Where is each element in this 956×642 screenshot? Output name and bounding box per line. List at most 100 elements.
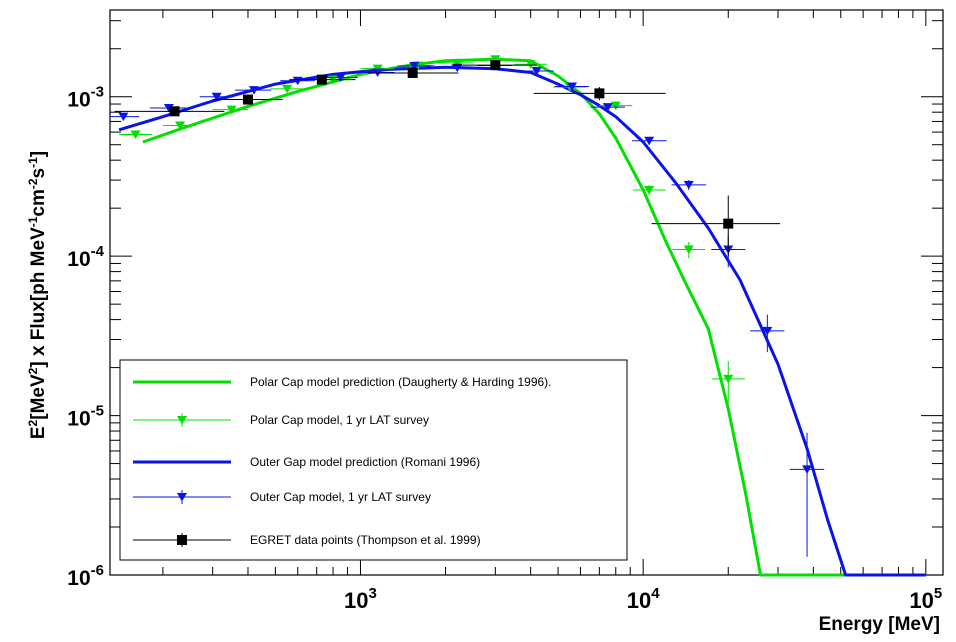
triangle-marker xyxy=(118,112,129,122)
triangle-marker xyxy=(248,86,259,95)
x-tick-label: 105 xyxy=(909,585,942,613)
y-tick-label-exp: -5 xyxy=(91,403,104,420)
y-tick-labels: 10-310-410-510-6 xyxy=(67,84,104,590)
triangle-marker xyxy=(610,101,621,111)
data-point xyxy=(199,92,234,102)
triangle-marker xyxy=(723,374,734,384)
x-tick-label-base: 10 xyxy=(344,588,368,613)
data-point xyxy=(671,180,707,191)
legend-entry: Polar Cap model prediction (Daugherty & … xyxy=(133,375,552,389)
data-point xyxy=(397,61,432,71)
triangle-marker xyxy=(566,82,577,91)
x-tick-label-exp: 4 xyxy=(651,585,660,602)
square-marker xyxy=(316,74,327,85)
x-tick-label-exp: 5 xyxy=(934,585,942,602)
data-point xyxy=(451,60,537,71)
x-tick-labels: 103 104 105 xyxy=(344,585,942,613)
legend-marker xyxy=(177,535,187,545)
square-marker xyxy=(407,67,418,78)
legend-label: Polar Cap model, 1 yr LAT survey xyxy=(250,413,429,427)
triangle-marker xyxy=(292,76,303,86)
triangle-marker xyxy=(282,84,293,94)
triangle-marker xyxy=(130,130,141,139)
data-point xyxy=(554,82,590,91)
y-tick-label-exp: -3 xyxy=(91,84,104,101)
plot-frame xyxy=(109,9,944,576)
data-point xyxy=(533,87,666,101)
square-marker xyxy=(490,60,501,71)
x-tick-label: 104 xyxy=(627,585,660,613)
triangle-marker xyxy=(644,186,655,195)
data-point xyxy=(323,73,358,83)
legend-entry: Outer Gap model prediction (Romani 1996) xyxy=(133,455,480,469)
data-point xyxy=(631,136,667,146)
y-tick-label-exp: -6 xyxy=(91,562,104,579)
square-marker xyxy=(169,106,180,117)
legend-box xyxy=(119,359,628,561)
y-axis-title: E2[MeV2] x Flux[ph MeV-1cm-2s-1] xyxy=(26,151,49,439)
data-points xyxy=(110,55,825,557)
legend-label: Polar Cap model prediction (Daugherty & … xyxy=(250,375,552,389)
data-point xyxy=(367,67,459,78)
y-tick-label-base: 10 xyxy=(67,248,90,271)
square-marker xyxy=(242,94,253,105)
data-point xyxy=(439,63,475,73)
x-tick-label-base: 10 xyxy=(909,588,933,613)
data-point xyxy=(162,121,197,131)
legend-label: Outer Cap model, 1 yr LAT survey xyxy=(250,490,431,504)
triangle-marker xyxy=(335,73,346,83)
x-axis-title: Energy [MeV] xyxy=(819,614,940,635)
data-point xyxy=(632,184,666,196)
square-marker xyxy=(723,218,734,229)
data-point xyxy=(110,112,140,122)
data-point xyxy=(711,360,745,403)
data-point xyxy=(789,432,825,557)
legend-marker xyxy=(177,493,187,502)
data-point xyxy=(235,86,272,95)
legend-marker xyxy=(177,416,187,425)
x-tick-label: 103 xyxy=(344,585,377,613)
square-marker xyxy=(594,88,605,99)
triangle-marker xyxy=(211,92,222,102)
triangle-marker xyxy=(762,326,773,336)
y-tick-label: 10-5 xyxy=(67,403,104,431)
data-point xyxy=(114,106,225,117)
legend-entry: Polar Cap model, 1 yr LAT survey xyxy=(133,413,429,427)
triangle-marker xyxy=(531,67,542,76)
legend-entry: Outer Cap model, 1 yr LAT survey xyxy=(133,490,431,504)
triangle-marker xyxy=(409,61,420,71)
triangle-marker xyxy=(602,103,613,112)
triangle-marker xyxy=(525,60,536,69)
data-point xyxy=(212,94,283,105)
y-tick-label: 10-3 xyxy=(67,84,104,112)
triangle-marker xyxy=(163,103,174,113)
y-tick-label: 10-6 xyxy=(67,562,104,590)
y-tick-label-base: 10 xyxy=(67,567,90,590)
x-tick-label-exp: 3 xyxy=(369,585,377,602)
triangle-marker xyxy=(683,245,694,255)
x-tick-label-base: 10 xyxy=(627,588,651,613)
data-point xyxy=(289,74,356,85)
triangle-marker xyxy=(683,180,694,190)
triangle-marker xyxy=(644,136,655,146)
legend-entry: EGRET data points (Thompson et al. 1999) xyxy=(133,533,481,547)
y-tick-label-base: 10 xyxy=(67,408,90,431)
y-tick-label: 10-4 xyxy=(67,243,104,271)
legend-label: Outer Gap model prediction (Romani 1996) xyxy=(250,455,480,469)
data-point xyxy=(672,241,706,259)
legend-label: EGRET data points (Thompson et al. 1999) xyxy=(250,533,481,547)
data-point xyxy=(651,195,781,257)
data-point xyxy=(750,314,785,353)
data-point xyxy=(149,103,187,113)
data-point xyxy=(212,105,248,115)
triangle-marker xyxy=(226,105,237,115)
data-point xyxy=(119,130,152,139)
data-point xyxy=(514,60,548,69)
triangle-marker xyxy=(452,63,463,73)
triangle-marker xyxy=(452,58,463,68)
data-point xyxy=(270,84,304,94)
triangle-marker xyxy=(490,55,501,64)
triangle-marker xyxy=(802,465,813,474)
triangle-marker xyxy=(175,121,186,131)
axis-ticks xyxy=(110,10,943,576)
